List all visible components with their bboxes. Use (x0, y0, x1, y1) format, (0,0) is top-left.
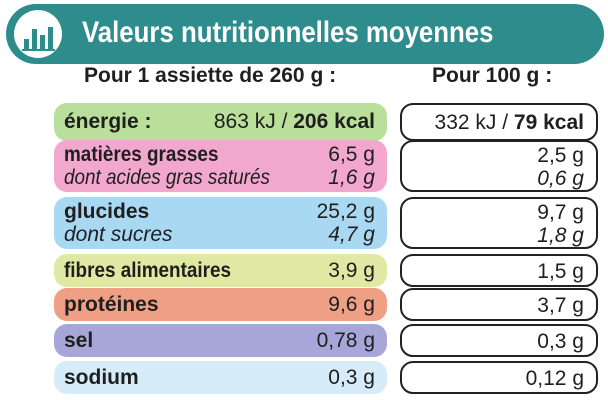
header-banner: Valeurs nutritionnelles moyennes (6, 4, 604, 64)
energie-label: énergie : (64, 110, 152, 133)
sel-value: 0,78 g (316, 329, 375, 352)
matieres-label: matières grasses (64, 143, 219, 166)
matieres-value: 6,5 g (328, 143, 375, 166)
energie-kj-100: 332 kJ / (434, 111, 514, 134)
sel-value-100: 0,3 g (537, 330, 584, 353)
row-energie: énergie : 863 kJ / 206 kcal (54, 103, 387, 141)
proteines-value: 9,6 g (328, 293, 375, 316)
glucides-value-100: 9,7 g (537, 201, 584, 224)
matieres-sublabel: dont acides gras saturés (64, 166, 270, 189)
fibres-label: fibres alimentaires (64, 259, 232, 282)
row-glucides: glucides 25,2 g dont sucres 4,7 g (54, 197, 387, 249)
energie-kcal: 206 kcal (293, 110, 375, 133)
cell-matieres-100: 2,5 g 0,6 g (400, 140, 598, 192)
matieres-subvalue-100: 0,6 g (537, 167, 584, 190)
cell-sel-100: 0,3 g (400, 324, 598, 357)
energie-value-100: 332 kJ / 79 kcal (435, 111, 584, 135)
glucides-sublabel: dont sucres (64, 223, 173, 246)
bar-chart-icon (22, 27, 55, 51)
sodium-label: sodium (64, 366, 139, 389)
cell-fibres-100: 1,5 g (400, 254, 598, 287)
cell-energie-100: 332 kJ / 79 kcal (400, 103, 598, 141)
proteines-value-100: 3,7 g (537, 294, 584, 317)
sel-label: sel (64, 329, 94, 352)
column-header-per100: Pour 100 g : (432, 64, 553, 87)
logo-badge (14, 10, 62, 58)
row-fibres: fibres alimentaires 3,9 g (54, 254, 387, 287)
cell-sodium-100: 0,12 g (400, 361, 598, 394)
fibres-value: 3,9 g (328, 259, 375, 282)
row-sodium: sodium 0,3 g (54, 361, 387, 394)
fibres-value-100: 1,5 g (537, 260, 584, 283)
matieres-subvalue: 1,6 g (328, 166, 375, 189)
sodium-value: 0,3 g (328, 366, 375, 389)
proteines-label: protéines (64, 293, 159, 316)
energie-kj: 863 kJ / (213, 110, 294, 133)
glucides-subvalue: 4,7 g (328, 223, 375, 246)
glucides-label: glucides (64, 200, 150, 223)
row-sel: sel 0,78 g (54, 324, 387, 357)
cell-proteines-100: 3,7 g (400, 288, 598, 321)
row-matieres-grasses: matières grasses 6,5 g dont acides gras … (54, 140, 387, 192)
glucides-value: 25,2 g (316, 200, 375, 223)
sodium-value-100: 0,12 g (525, 367, 584, 390)
page-title: Valeurs nutritionnelles moyennes (82, 16, 494, 49)
matieres-value-100: 2,5 g (537, 144, 584, 167)
column-header-portion: Pour 1 assiette de 260 g : (84, 64, 337, 87)
energie-value: 863 kJ / 206 kcal (214, 110, 375, 134)
cell-glucides-100: 9,7 g 1,8 g (400, 197, 598, 249)
energie-kcal-100: 79 kcal (513, 111, 584, 134)
row-proteines: protéines 9,6 g (54, 288, 387, 321)
glucides-subvalue-100: 1,8 g (537, 224, 584, 247)
